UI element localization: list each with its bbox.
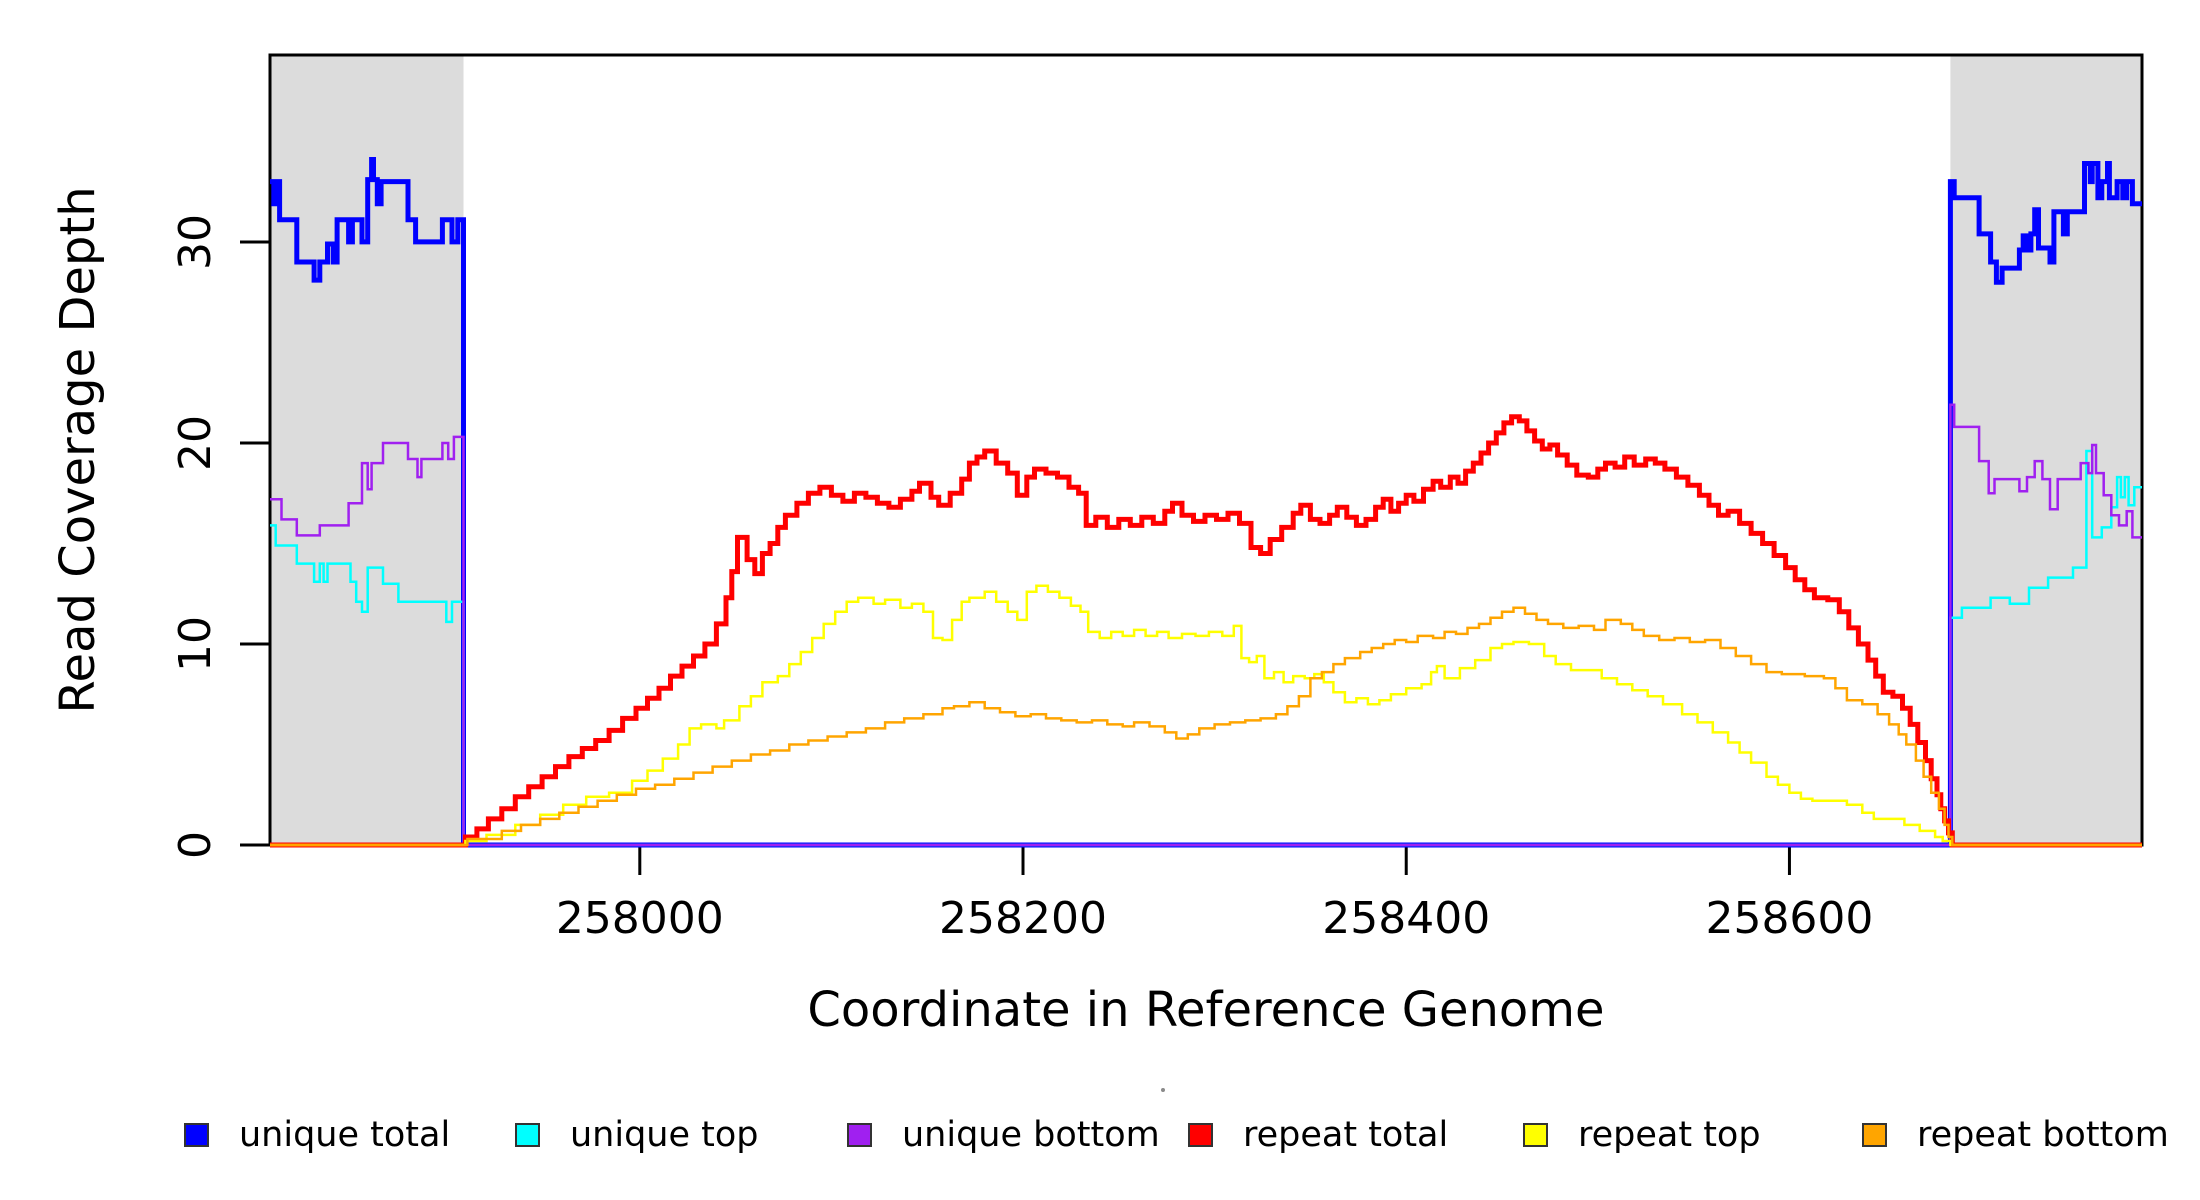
coverage-step-lines (270, 157, 2142, 848)
y-tick-label-20: 20 (170, 414, 221, 471)
repeat-bottom-swatch-icon (1862, 1123, 1887, 1147)
legend-label: unique bottom (902, 1115, 1160, 1155)
plot-frame-and-ticks (240, 53, 2144, 875)
y-axis-title: Read Coverage Depth (50, 186, 106, 714)
legend-label: repeat total (1243, 1115, 1449, 1155)
x-tick-label-258600: 258600 (1705, 893, 1874, 944)
y-tick-label-10: 10 (170, 615, 221, 672)
unique-total-swatch-icon (184, 1123, 209, 1147)
legend-label: unique top (570, 1115, 759, 1155)
legend-label: unique total (239, 1115, 451, 1155)
y-tick-label-0: 0 (170, 831, 221, 859)
x-tick-label-258400: 258400 (1322, 893, 1491, 944)
x-axis-title: Coordinate in Reference Genome (807, 982, 1605, 1038)
legend-label: repeat top (1578, 1115, 1761, 1155)
repeat-top-swatch-icon (1523, 1123, 1548, 1147)
repeat-total-swatch-icon (1188, 1123, 1213, 1147)
legend-label: repeat bottom (1917, 1115, 2169, 1155)
unique-top-swatch-icon (515, 1123, 540, 1147)
stray-mark (1161, 1088, 1165, 1092)
x-tick-label-258000: 258000 (555, 893, 724, 944)
x-tick-label-258200: 258200 (939, 893, 1107, 944)
unique-bottom-swatch-icon (847, 1123, 872, 1147)
shaded-flank-regions (270, 55, 2142, 845)
y-tick-label-30: 30 (170, 213, 221, 270)
